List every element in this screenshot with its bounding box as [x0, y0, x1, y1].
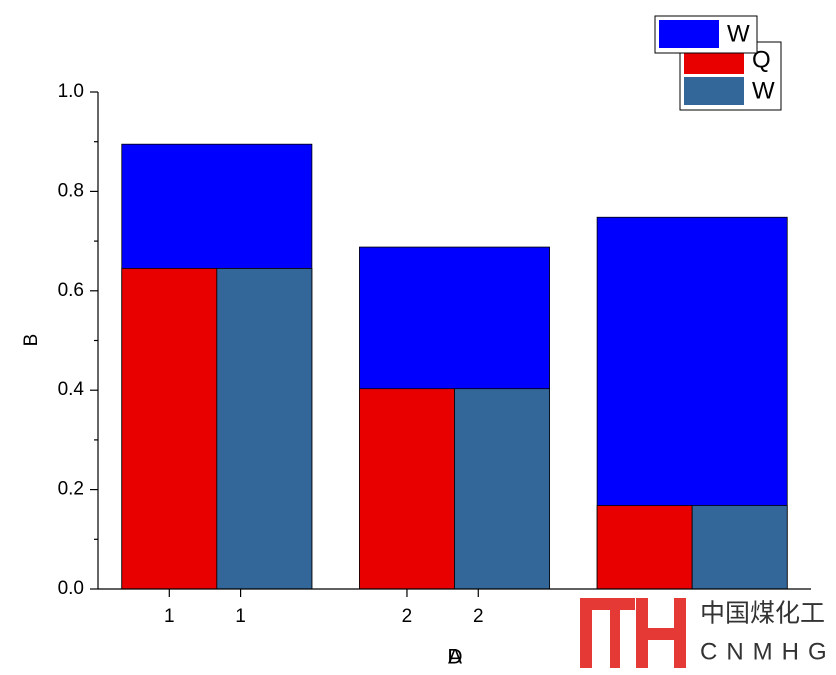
y-tick-label: 0.8 [58, 180, 84, 201]
legend-label: W [752, 77, 775, 104]
y-axis-label: B [21, 334, 42, 347]
y-tick-label: 0.4 [58, 379, 85, 400]
legend-swatch [659, 20, 719, 48]
x-tick-label: 2 [402, 606, 413, 627]
x-axis-label: A [448, 646, 462, 669]
bar [359, 388, 455, 590]
watermark-en: CNMHG [700, 638, 836, 665]
y-tick-label: 0.0 [58, 578, 84, 599]
y-tick-label: 0.6 [58, 280, 84, 301]
x-tick-label: 1 [164, 606, 175, 627]
bar [216, 268, 313, 590]
bar [691, 505, 788, 590]
x-tick-label: 1 [235, 606, 246, 627]
bar [596, 505, 693, 590]
legend-label: W [727, 20, 750, 47]
bar [121, 268, 218, 590]
x-tick-label: 2 [473, 606, 484, 627]
y-tick-label: 0.2 [58, 479, 84, 500]
x-axis-label-overlay: D [447, 646, 462, 669]
bar [454, 388, 550, 590]
y-tick-label: 1.0 [58, 81, 84, 102]
watermark-logo [580, 598, 686, 668]
legend-swatch [684, 77, 744, 105]
watermark-cn: 中国煤化工 [700, 600, 825, 628]
